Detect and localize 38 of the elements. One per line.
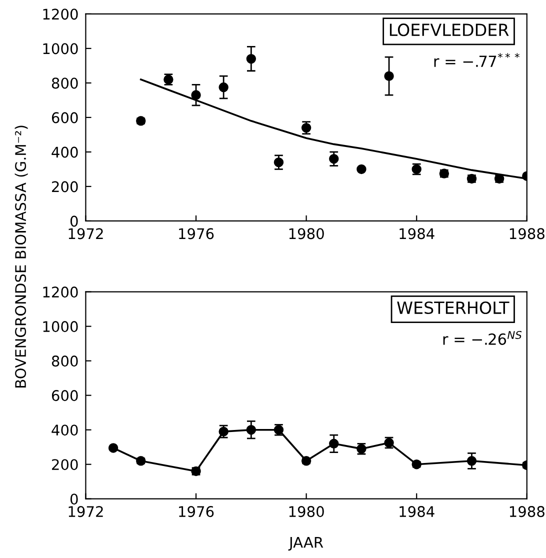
- point: [246, 54, 256, 64]
- y-tick-label: 600: [52, 390, 78, 402]
- point: [329, 154, 339, 164]
- point: [384, 71, 394, 81]
- x-tick-label: 1988: [510, 506, 544, 518]
- y-tick-label: 600: [52, 112, 78, 124]
- x-tick-label: 1972: [68, 506, 103, 518]
- y-axis-title: BOVENGRONDSE BIOMASSA (G.M⁻²): [14, 126, 28, 388]
- x-tick-label: 1980: [289, 228, 324, 240]
- x-tick-label: 1976: [179, 228, 214, 240]
- chart-title: WESTERHOLT: [397, 301, 510, 314]
- chart-title: LOEFVLEDDER: [390, 24, 509, 36]
- y-tick-label: 1000: [43, 321, 78, 332]
- point: [218, 82, 228, 92]
- annotation: r = −.26$^{NS}$: [443, 330, 522, 345]
- point: [191, 90, 201, 100]
- x-tick-label: 1984: [400, 506, 434, 518]
- y-tick-label: 400: [52, 146, 78, 158]
- y-tick-label: 0: [70, 216, 78, 227]
- x-tick-label: 1972: [68, 228, 103, 240]
- x-axis-title: JAAR: [288, 537, 324, 551]
- y-tick-label: 1000: [43, 43, 78, 54]
- y-tick-label: 800: [52, 356, 78, 367]
- x-tick-label: 1984: [400, 228, 434, 240]
- y-tick-label: 200: [52, 459, 78, 470]
- x-tick-label: 1988: [510, 228, 544, 240]
- y-tick-label: 1200: [43, 8, 78, 20]
- x-tick-label: 1976: [179, 506, 214, 518]
- point: [274, 157, 284, 168]
- annotation: r = −.77$^{***}$: [434, 53, 520, 67]
- point: [356, 164, 366, 174]
- point: [108, 443, 118, 453]
- y-tick-label: 400: [52, 424, 78, 436]
- x-tick-label: 1980: [289, 506, 324, 518]
- y-tick-label: 200: [52, 181, 78, 192]
- y-tick-label: 1200: [43, 286, 78, 298]
- y-tick-label: 0: [70, 494, 78, 505]
- y-tick-label: 800: [52, 78, 78, 89]
